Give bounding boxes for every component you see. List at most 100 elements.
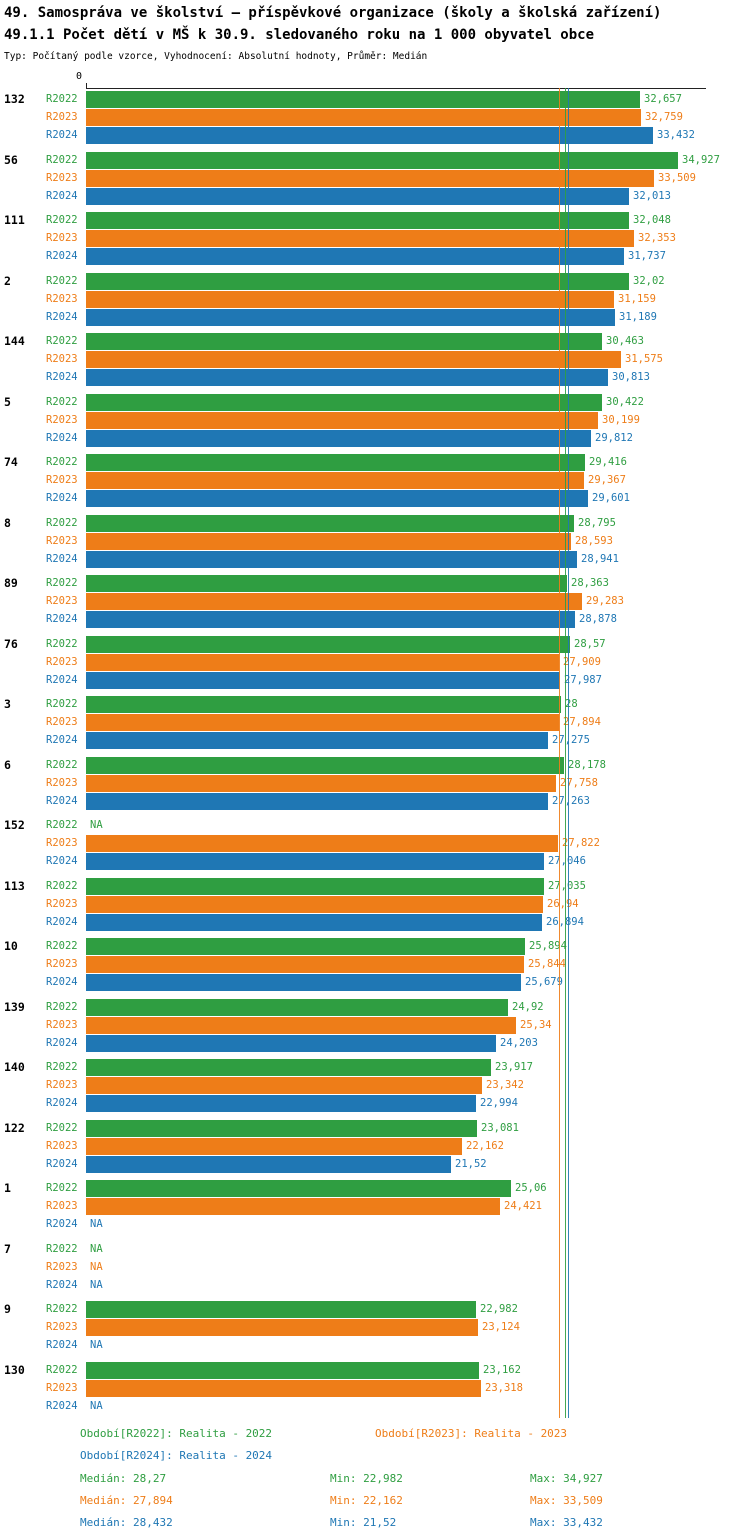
series-label-R2023: R2023 — [46, 1139, 78, 1152]
group-label-89: 89 — [4, 576, 18, 590]
bar-value-R2022-111: 32,048 — [633, 214, 671, 226]
bar-R2022-113 — [86, 877, 544, 895]
legend-max-r2023: Max: 33,509 — [530, 1494, 603, 1507]
bar-value-R2022-89: 28,363 — [571, 577, 609, 589]
bar-value-R2024-56: 32,013 — [633, 189, 671, 202]
bar-R2023-5 — [86, 411, 598, 429]
bar-value-R2024-2: 31,189 — [619, 310, 657, 323]
bar-R2024-10 — [86, 974, 521, 991]
bar-value-R2024-89: 28,878 — [579, 613, 617, 625]
bar-R2024-113 — [86, 913, 542, 931]
bar-value-R2023-74: 29,367 — [588, 474, 626, 486]
bar-value-R2023-56: 33,509 — [658, 171, 696, 184]
bar-value-R2023-140: 23,342 — [486, 1079, 524, 1091]
series-label-R2023: R2023 — [46, 292, 78, 305]
series-label-R2023: R2023 — [46, 534, 78, 547]
bar-R2023-140 — [86, 1077, 482, 1094]
bar-value-R2023-76: 27,909 — [563, 655, 601, 668]
series-label-R2023: R2023 — [46, 958, 78, 970]
bar-value-R2023-5: 30,199 — [602, 413, 640, 426]
chart-meta: Typ: Počítaný podle vzorce, Vyhodnocení:… — [4, 51, 428, 62]
na-label-R2024-9: NA — [90, 1339, 103, 1351]
bar-R2024-74 — [86, 490, 588, 507]
bar-R2022-6 — [86, 756, 564, 774]
bar-R2023-130 — [86, 1379, 481, 1397]
bar-R2023-89 — [86, 593, 582, 610]
series-label-R2024: R2024 — [46, 371, 78, 383]
bar-R2022-10 — [86, 938, 525, 955]
bar-value-R2022-2: 32,02 — [633, 274, 665, 287]
series-label-R2022: R2022 — [46, 577, 78, 589]
bar-value-R2024-3: 27,275 — [552, 734, 590, 746]
group-label-7: 7 — [4, 1241, 11, 1256]
x-axis-zero-tick — [86, 83, 87, 88]
bar-value-R2022-132: 32,657 — [644, 93, 682, 105]
bar-R2022-5 — [86, 393, 602, 411]
series-label-R2023: R2023 — [46, 716, 78, 728]
group-label-74: 74 — [4, 455, 18, 469]
bar-R2023-111 — [86, 230, 634, 247]
x-axis-line — [86, 88, 706, 89]
bar-value-R2023-8: 28,593 — [575, 534, 613, 547]
group-label-6: 6 — [4, 757, 11, 772]
bar-R2023-76 — [86, 653, 559, 671]
bar-value-R2024-6: 27,263 — [552, 794, 590, 807]
bar-chart: 0 132 R2022 32,657 R2023 32,759 R2024 33,432 56… — [0, 71, 750, 1423]
bar-R2023-6 — [86, 774, 556, 792]
series-label-R2024: R2024 — [46, 1278, 78, 1291]
group-label-5: 5 — [4, 394, 11, 409]
legend-median-r2023: Medián: 27,894 — [80, 1494, 173, 1507]
series-label-R2022: R2022 — [46, 879, 78, 892]
bar-R2023-10 — [86, 956, 524, 973]
bar-value-R2024-152: 27,046 — [548, 855, 586, 867]
series-label-R2024: R2024 — [46, 1097, 78, 1109]
series-label-R2022: R2022 — [46, 93, 78, 105]
bar-value-R2022-3: 28 — [565, 698, 578, 710]
legend: Období[R2022]: Realita - 2022 Období[R20… — [0, 1425, 750, 1532]
bar-value-R2023-6: 27,758 — [560, 776, 598, 789]
legend-period-r2022: Období[R2022]: Realita - 2022 — [80, 1427, 273, 1440]
series-label-R2024: R2024 — [46, 673, 78, 686]
bar-value-R2023-3: 27,894 — [563, 716, 601, 728]
na-label-R2023-7: NA — [90, 1260, 103, 1273]
bar-R2023-113 — [86, 895, 543, 913]
bar-value-R2024-139: 24,203 — [500, 1036, 538, 1049]
bar-value-R2022-144: 30,463 — [606, 335, 644, 347]
na-label-R2024-1: NA — [90, 1218, 103, 1230]
bar-value-R2023-1: 24,421 — [504, 1200, 542, 1212]
series-label-R2022: R2022 — [46, 516, 78, 529]
legend-max-r2024: Max: 33,432 — [530, 1516, 603, 1529]
group-label-152: 152 — [4, 818, 25, 832]
bar-R2024-152 — [86, 853, 544, 870]
series-label-R2022: R2022 — [46, 1242, 78, 1255]
legend-period-r2023: Období[R2023]: Realita - 2023 — [375, 1427, 568, 1440]
bar-R2024-122 — [86, 1155, 451, 1173]
bar-value-R2023-111: 32,353 — [638, 232, 676, 244]
bar-R2022-3 — [86, 696, 561, 713]
series-label-R2023: R2023 — [46, 1260, 78, 1273]
bar-value-R2024-74: 29,601 — [592, 492, 630, 504]
group-label-3: 3 — [4, 697, 11, 711]
bar-value-R2023-89: 29,283 — [586, 595, 624, 607]
series-label-R2023: R2023 — [46, 111, 78, 123]
series-label-R2023: R2023 — [46, 1079, 78, 1091]
group-label-144: 144 — [4, 334, 25, 348]
legend-period-r2024: Období[R2024]: Realita - 2024 — [80, 1449, 273, 1462]
series-label-R2024: R2024 — [46, 189, 78, 202]
series-label-R2023: R2023 — [46, 897, 78, 910]
group-label-8: 8 — [4, 515, 11, 530]
bar-R2023-3 — [86, 714, 559, 731]
chart-title: 49. Samospráva ve školství – příspěvkové… — [4, 5, 662, 21]
series-label-R2023: R2023 — [46, 1381, 78, 1394]
bar-R2023-9 — [86, 1319, 478, 1336]
bar-R2024-111 — [86, 248, 624, 265]
bar-value-R2022-56: 34,927 — [682, 153, 720, 166]
series-label-R2024: R2024 — [46, 1218, 78, 1230]
bar-value-R2023-113: 26,94 — [547, 897, 579, 910]
bar-value-R2022-1: 25,06 — [515, 1182, 547, 1194]
series-label-R2022: R2022 — [46, 456, 78, 468]
series-label-R2024: R2024 — [46, 794, 78, 807]
bar-value-R2023-132: 32,759 — [645, 111, 683, 123]
series-label-R2024: R2024 — [46, 734, 78, 746]
series-label-R2023: R2023 — [46, 837, 78, 849]
